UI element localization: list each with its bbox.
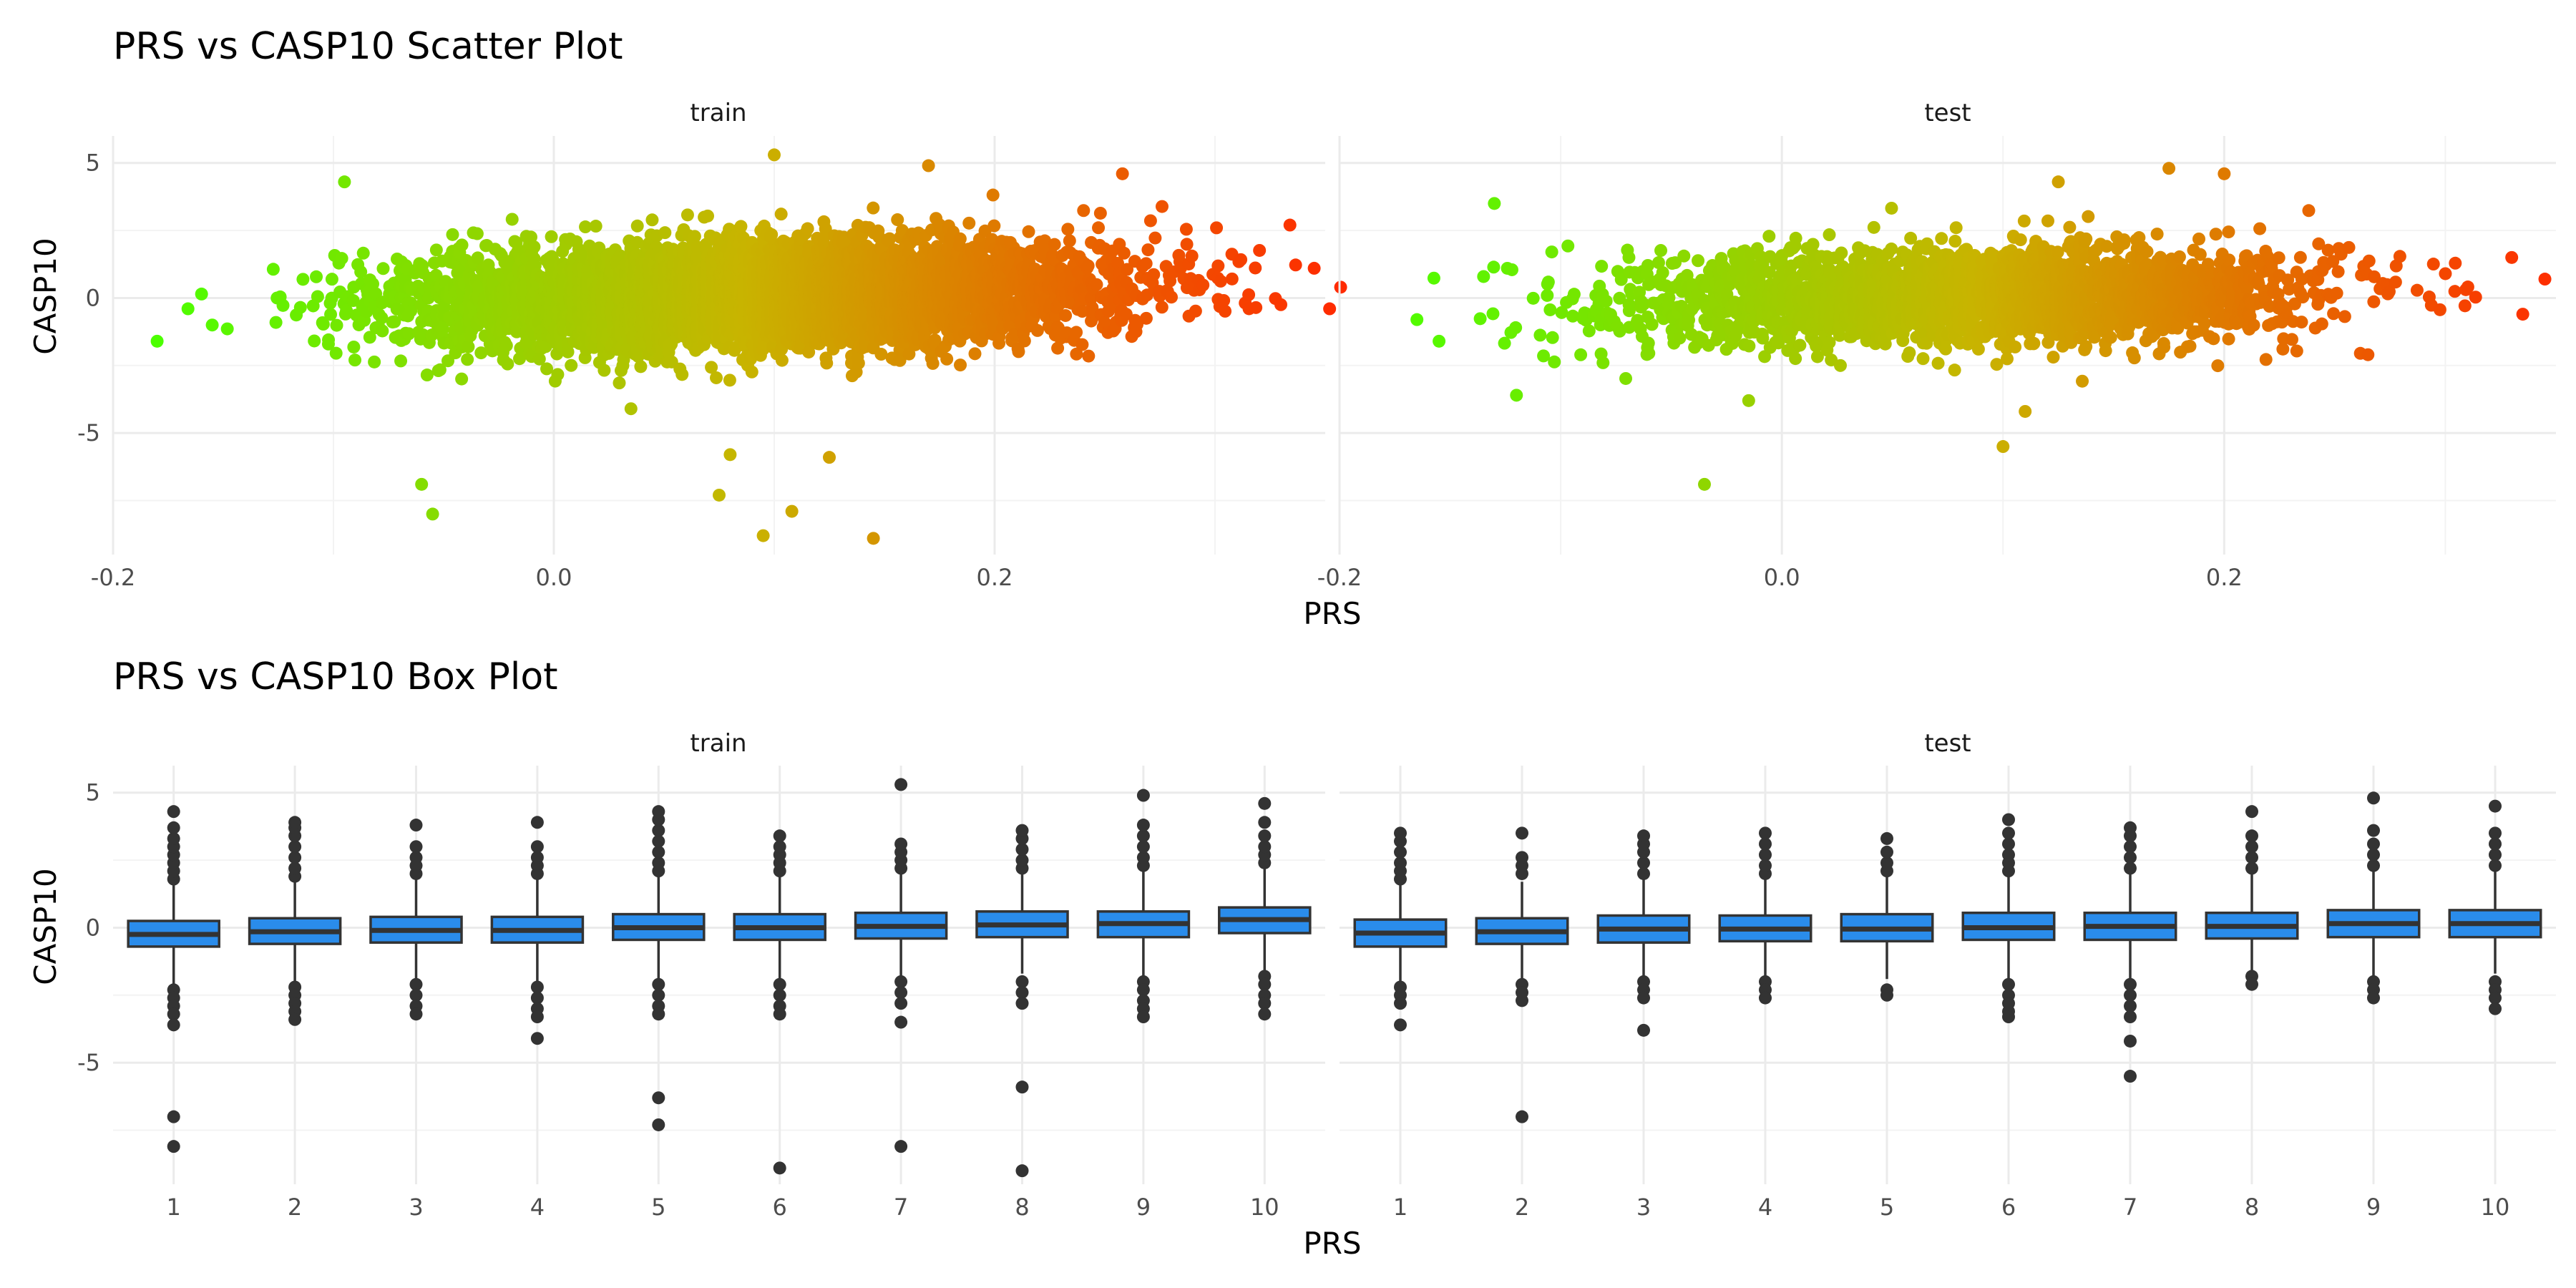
- scatter-point: [322, 333, 336, 346]
- scatter-point: [375, 311, 389, 325]
- scatter-point: [461, 353, 474, 366]
- scatter-facet-label-train: train: [690, 99, 746, 127]
- scatter-point: [501, 357, 514, 371]
- scatter-point: [579, 220, 592, 234]
- scatter-point: [462, 340, 475, 353]
- scatter-point: [801, 222, 814, 235]
- scatter-point: [276, 298, 290, 312]
- scatter-point: [420, 369, 434, 382]
- scatter-point: [324, 308, 338, 321]
- scatter-point: [723, 374, 736, 387]
- scatter-point: [774, 208, 788, 221]
- scatter-point: [316, 318, 330, 331]
- scatter-point: [551, 368, 565, 381]
- scatter-point: [565, 358, 578, 372]
- scatter-point: [455, 238, 469, 252]
- scatter-point: [308, 334, 321, 348]
- scatter-point: [645, 213, 659, 227]
- scatter-point: [701, 209, 715, 223]
- scatter-point: [630, 219, 644, 233]
- scatter-point: [867, 201, 880, 215]
- scatter-point: [775, 353, 789, 367]
- scatter-point: [404, 304, 418, 318]
- scatter-point: [293, 301, 307, 314]
- scatter-point: [325, 273, 338, 286]
- scatter-plot: PRS vs CASP10 Scatter Plot train test -0…: [28, 25, 2556, 631]
- scatter-point: [545, 230, 558, 243]
- scatter-point: [589, 220, 602, 233]
- scatter-point: [340, 304, 353, 318]
- scatter-point: [356, 246, 370, 260]
- scatter-point: [658, 226, 672, 240]
- scatter-x-tick-label: 0.0: [536, 564, 572, 591]
- scatter-point: [269, 316, 283, 329]
- scatter-panel-train: -0.2 0.0 0.2 -5 0 5: [77, 136, 1347, 591]
- scatter-point: [348, 353, 362, 367]
- scatter-point: [310, 270, 323, 283]
- scatter-point: [540, 362, 554, 376]
- scatter-point: [394, 354, 408, 368]
- scatter-point: [852, 356, 865, 370]
- scatter-point: [363, 331, 376, 344]
- scatter-point: [368, 355, 381, 369]
- scatter-x-tick-label: -0.2: [91, 564, 135, 591]
- scatter-point: [820, 356, 834, 370]
- scatter-point: [527, 240, 541, 254]
- scatter-point: [195, 287, 208, 301]
- scatter-point: [296, 273, 310, 286]
- scatter-point: [311, 290, 324, 303]
- scatter-point: [376, 324, 389, 338]
- scatter-point: [354, 265, 368, 278]
- scatter-x-tick-label: 0.2: [977, 564, 1013, 591]
- scatter-point: [532, 352, 546, 366]
- scatter-point: [455, 372, 469, 386]
- scatter-point: [474, 346, 488, 360]
- scatter-point: [376, 262, 390, 275]
- scatter-point: [433, 363, 447, 376]
- scatter-point: [505, 213, 519, 226]
- scatter-point: [347, 340, 361, 353]
- scatter-point: [429, 243, 443, 257]
- scatter-point: [597, 364, 611, 377]
- scatter-point: [330, 318, 343, 332]
- scatter-point: [634, 360, 648, 374]
- scatter-point: [220, 322, 234, 336]
- scatter-point: [745, 365, 758, 379]
- scatter-point: [680, 208, 694, 222]
- scatter-point: [470, 227, 484, 240]
- scatter-point: [446, 228, 459, 241]
- scatter-facet-label-test: test: [1924, 99, 1971, 127]
- scatter-y-tick-label: -5: [77, 419, 100, 447]
- scatter-point: [329, 346, 343, 360]
- scatter-plot-title: PRS vs CASP10 Scatter Plot: [113, 25, 623, 68]
- scatter-point: [710, 371, 723, 384]
- scatter-point: [346, 294, 360, 308]
- scatter-point: [471, 251, 484, 265]
- scatter-y-tick-label: 5: [86, 150, 100, 177]
- scatter-point: [402, 327, 416, 341]
- scatter-point: [266, 263, 280, 276]
- scatter-point: [613, 376, 626, 390]
- scatter-point: [335, 252, 348, 265]
- scatter-point: [675, 368, 689, 381]
- scatter-point: [366, 277, 380, 291]
- scatter-point: [499, 338, 513, 352]
- scatter-point: [388, 315, 401, 328]
- scatter-point: [592, 241, 606, 255]
- scatter-point: [525, 230, 538, 244]
- scatter-y-tick-label: 0: [86, 284, 100, 311]
- scatter-point: [513, 352, 527, 366]
